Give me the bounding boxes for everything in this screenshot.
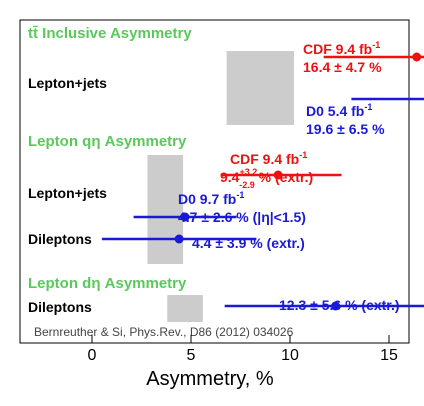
label-qeta-d0-ljets-value: 4.7 ± 2.6 % (|η|<1.5): [178, 209, 306, 225]
label-qeta-d0-dilep-value: 4.4 ± 3.9 % (extr.): [192, 235, 305, 251]
x-tick-label: 15: [380, 347, 398, 364]
label-incl-d0-exp: D0 5.4 fb-1: [306, 102, 372, 119]
label-deta-d0-value: 12.3 ± 5.6 % (extr.): [279, 297, 400, 313]
row-label-qeta-lepton-jets: Lepton+jets: [28, 185, 107, 201]
label-qeta-cdf-exp: CDF 9.4 fb-1: [230, 150, 307, 167]
label-qeta-d0-ljets-exp: D0 9.7 fb-1: [178, 190, 244, 207]
label-qeta-cdf-value: 9.4+3.2 -2.9 % (extr.): [220, 167, 313, 190]
x-tick-label: 5: [187, 347, 196, 364]
section-title-lepton-d-eta: Lepton dη Asymmetry: [28, 275, 187, 292]
label-incl-cdf-value: 16.4 ± 4.7 %: [303, 59, 382, 75]
theory-band-inclusive: [226, 51, 294, 125]
point-incl-cdf: [412, 52, 422, 62]
x-tick-label: 0: [88, 347, 97, 364]
point-qeta-cdf: [273, 170, 283, 180]
x-axis: 05101520: [88, 335, 398, 364]
point-qeta-d0-ljets: [180, 212, 190, 222]
plot-frame: [19, 19, 410, 344]
row-label-qeta-dileptons: Dileptons: [28, 231, 92, 247]
label-incl-cdf-exp: CDF 9.4 fb-1: [303, 40, 380, 57]
point-deta-d0: [331, 301, 341, 311]
x-axis-label: Asymmetry, %: [146, 368, 274, 390]
row-label-deta-dileptons: Dileptons: [28, 299, 92, 315]
theory-band-lepton-d-eta: [167, 295, 203, 322]
x-tick-label: 10: [281, 347, 299, 364]
citation: Bernreuther & Si, Phys.Rev., D86 (2012) …: [34, 325, 294, 339]
label-incl-d0-value: 19.6 ± 6.5 %: [306, 121, 385, 137]
row-label-inclusive-lepton-jets: Lepton+jets: [28, 75, 107, 91]
section-title-inclusive: tt̄ Inclusive Asymmetry: [28, 25, 192, 42]
theory-band-lepton-q-eta: [147, 155, 184, 264]
section-title-lepton-q-eta: Lepton qη Asymmetry: [28, 133, 187, 150]
point-qeta-d0-dilep: [174, 234, 184, 244]
